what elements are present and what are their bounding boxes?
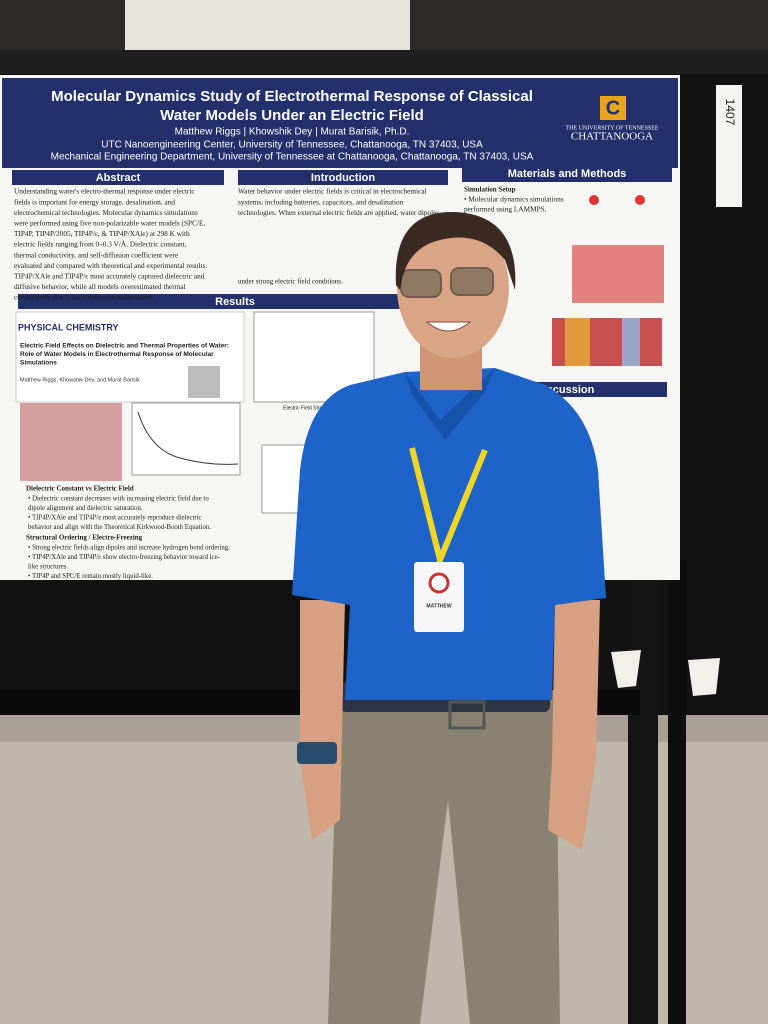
cup	[688, 658, 720, 696]
poster-title: Molecular Dynamics Study of Electrotherm…	[51, 88, 533, 105]
axis-label: Electric Field Strength (V/Å)	[283, 404, 345, 411]
poster-affiliation: UTC Nanoengineering Center, University o…	[101, 140, 483, 151]
text-line: electric fields ranging from 0–0.3 V/Å. …	[14, 240, 187, 249]
poster-title: Water Models Under an Electric Field	[160, 107, 424, 124]
journal-name: PHYSICAL CHEMISTRY	[18, 322, 119, 332]
text-line: diffusive behavior, while all models ove…	[14, 282, 186, 291]
section-heading: Abstract	[96, 172, 141, 184]
introduction-text: Water behavior under electric fields is …	[238, 187, 439, 217]
poster-affiliation: Mechanical Engineering Department, Unive…	[51, 152, 534, 163]
text-line: systems, including batteries, capacitors…	[238, 197, 404, 206]
results-text: • Dielectric constant decreases with inc…	[28, 496, 211, 532]
lanyard	[409, 447, 488, 570]
board-pole	[668, 560, 686, 1024]
cup	[611, 650, 641, 688]
text-line: were performed using five non-polarizabl…	[14, 218, 205, 227]
section-heading: Introduction	[311, 172, 375, 184]
shirt-collar	[405, 368, 495, 440]
smile	[425, 321, 472, 332]
text-line: fields is important for energy storage, …	[14, 197, 175, 206]
text-line: thermal conductivity, and self-diffusion…	[14, 250, 178, 259]
logo-mark	[600, 96, 626, 120]
hair	[395, 211, 516, 290]
graph-curve	[137, 411, 239, 465]
text-line: performed using LAMMPS.	[464, 205, 547, 214]
molecule-icon	[589, 195, 599, 205]
section-header	[238, 170, 448, 185]
board-pole	[628, 560, 658, 1024]
abstract-text: Understanding water's electro-thermal re…	[14, 187, 207, 302]
glasses-lens	[450, 267, 494, 296]
section-header	[12, 170, 224, 185]
subheading: Simulation Setup	[464, 186, 516, 194]
text-line: evaluated and compared with theoretical …	[14, 261, 207, 270]
text-line: technologies. When external electric fie…	[238, 208, 439, 217]
text-line: • TIP4P/XAle and TIP4P/ε show electro-fr…	[28, 554, 221, 561]
text-line: TIP4P/XAle and TIP4P/ε most accurately c…	[14, 271, 205, 280]
text-line: electrochemical technologies. Molecular …	[14, 208, 198, 217]
text-line: • Dielectric constant decreases with inc…	[28, 496, 209, 503]
logo-letter: C	[606, 97, 620, 119]
poster-authors: Matthew Riggs | Khowshik Dey | Murat Bar…	[175, 127, 410, 138]
results-text: • Strong electric fields align dipoles a…	[28, 545, 230, 581]
text-line: Role of Water Models in Electrothermal R…	[20, 351, 214, 358]
section-header	[18, 294, 453, 309]
badge-logo	[428, 572, 450, 594]
text-line: like structures.	[28, 564, 68, 571]
board-number: 1407	[723, 99, 737, 126]
watch	[297, 742, 337, 764]
text-line: Understanding water's electro-thermal re…	[14, 187, 195, 196]
paper-authors: Matthew Riggs, Khowshik Dey, and Murat B…	[20, 377, 140, 383]
subheading: Dielectric Constant vs Electric Field	[26, 485, 134, 493]
subheading: Structural Ordering / Electro-Freezing	[26, 534, 143, 542]
text-line: • TIP4P and SPC/E remain mostly liquid-l…	[28, 573, 153, 580]
arm	[300, 600, 345, 840]
section-heading: Materials and Methods	[508, 168, 627, 180]
text-line: • Strong electric fields align dipoles a…	[28, 545, 230, 552]
belt-buckle	[448, 700, 486, 730]
arm	[548, 600, 600, 850]
text-line: • TIP4P/XAle and TIP4P/ε most accurately…	[28, 515, 202, 522]
paper-figure	[20, 403, 122, 481]
simulation-slab-region	[565, 318, 590, 366]
glasses-lens	[400, 269, 442, 298]
molecule-icon	[635, 195, 645, 205]
section-header	[462, 166, 672, 182]
text-line: • Molecular dynamics simulations	[464, 195, 564, 204]
qr-code	[188, 366, 220, 398]
section-heading: Results	[215, 296, 255, 308]
logo-text: CHATTANOOGA	[571, 131, 653, 143]
badge-name: MATTHEW	[426, 603, 451, 609]
number-tag	[716, 85, 742, 207]
methods-text: • Molecular dynamics simulationsperforme…	[464, 195, 564, 214]
text-line: behavior and align with the Theoretical …	[28, 524, 211, 531]
board-frame	[0, 50, 768, 74]
text-line: Simulations	[20, 360, 57, 367]
paper-title: Electric Field Effects on Dielectric and…	[20, 343, 229, 367]
text-line: TIP4P, TIP4P/2005, TIP4P/ε, & TIP4P/XAle…	[14, 229, 190, 238]
text-line: dipole alignment and dielectric saturati…	[28, 505, 143, 512]
poster-header	[2, 78, 678, 168]
body-text: under strong electric field conditions.	[238, 278, 343, 286]
paper-graph	[131, 402, 241, 476]
ceiling-light	[125, 0, 410, 50]
text-line: Electric Field Effects on Dielectric and…	[20, 343, 229, 350]
simulation-slab-region	[622, 318, 640, 366]
text-line: conductivity due to their non-polarizabl…	[14, 293, 155, 302]
badge	[414, 562, 464, 632]
text-line: Water behavior under electric fields is …	[238, 187, 427, 196]
logo-text: THE UNIVERSITY OF TENNESSEE	[565, 125, 658, 131]
simulation-box	[572, 245, 664, 303]
pants	[328, 690, 560, 1024]
